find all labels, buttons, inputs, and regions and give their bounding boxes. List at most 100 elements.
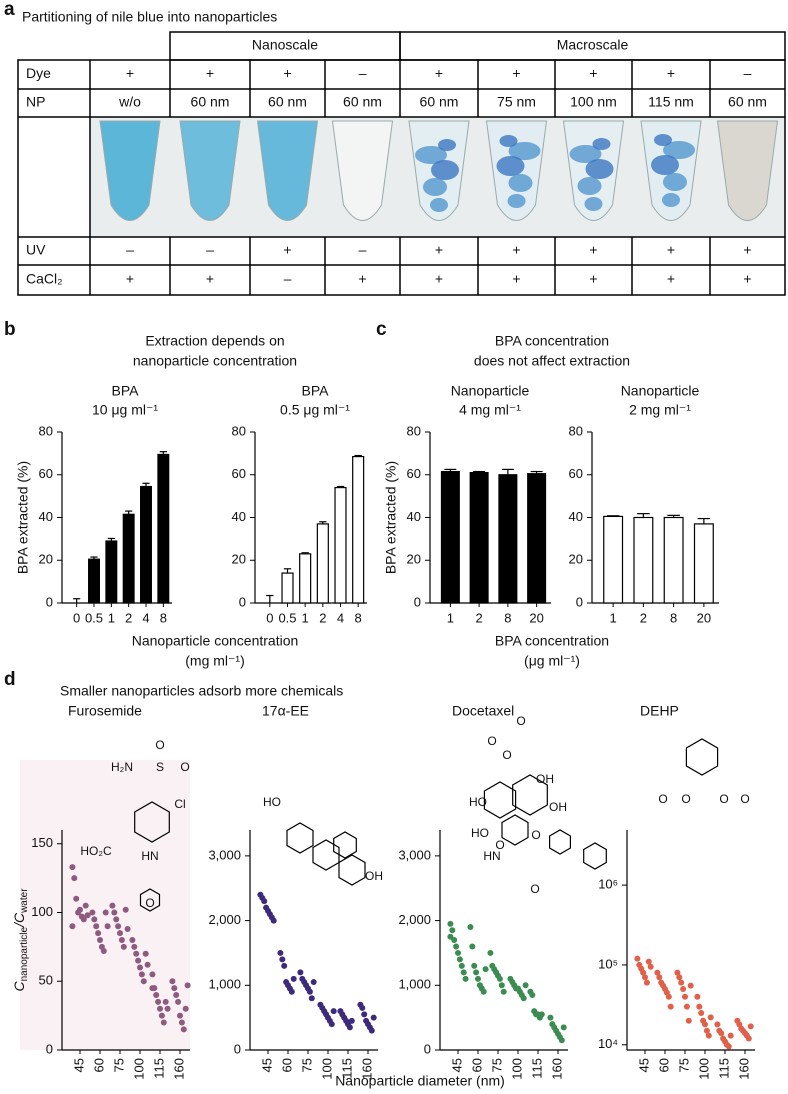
data-point	[173, 992, 180, 998]
data-point	[135, 957, 142, 964]
x-tick-label: 2	[319, 610, 326, 625]
data-point	[685, 1017, 692, 1024]
data-point	[678, 979, 685, 986]
x-tick-label: 115	[151, 1058, 166, 1079]
y-tick-label: 1,000	[398, 977, 431, 992]
table-cell: –	[744, 65, 752, 81]
bar	[140, 485, 152, 604]
bar	[88, 558, 100, 604]
data-point	[687, 982, 694, 989]
data-point	[330, 1008, 337, 1015]
table-cell: 60 nm	[268, 94, 307, 110]
dye-aggregate	[430, 198, 448, 212]
x-tick-label: 60	[279, 1058, 294, 1072]
x-tick-label: 8	[160, 610, 167, 625]
chart-subtitle: BPA	[302, 383, 330, 399]
data-point	[115, 923, 122, 930]
panel-title: BPA concentration	[495, 333, 609, 349]
x-tick-label: 20	[697, 610, 711, 625]
data-point	[100, 948, 107, 954]
y-tick-label: 60	[232, 466, 246, 481]
structure-atom: O	[658, 792, 667, 806]
panel-letter: b	[4, 319, 16, 340]
dye-aggregate	[654, 134, 672, 146]
tube	[256, 120, 319, 221]
data-point	[149, 985, 156, 992]
table-cell: +	[667, 65, 675, 81]
data-point	[694, 993, 701, 1000]
x-tick-label: 115	[339, 1058, 354, 1079]
table-cell: +	[435, 242, 443, 258]
data-point	[142, 950, 149, 957]
table-cell: +	[126, 65, 134, 81]
data-point	[475, 975, 481, 982]
y-axis-label: Cnanoparticle/Cwater	[11, 888, 30, 992]
row-label: CaCl₂	[26, 271, 63, 287]
structure-ring	[333, 831, 357, 859]
structure-atom: O	[495, 838, 504, 852]
data-point	[747, 1023, 754, 1030]
table-cell: +	[283, 242, 291, 258]
y-tick-label: 60	[569, 466, 583, 481]
data-point	[498, 982, 505, 989]
data-point	[155, 998, 162, 1005]
table-cell: +	[206, 65, 214, 81]
data-point	[467, 924, 474, 931]
y-label-part: water	[19, 888, 30, 914]
x-tick-label: 2	[476, 610, 483, 625]
data-point	[160, 1019, 167, 1026]
x-tick-label: 115	[716, 1058, 731, 1079]
structure-ring	[286, 822, 314, 854]
chart-subtitle: 2 mg ml⁻¹	[629, 402, 691, 418]
bar	[122, 513, 135, 604]
x-tick-label: 75	[111, 1058, 126, 1072]
dye-aggregate	[584, 197, 603, 211]
data-point	[149, 971, 156, 978]
data-point	[162, 998, 169, 1005]
data-point	[69, 923, 76, 930]
data-point	[73, 895, 80, 902]
data-point	[91, 916, 98, 923]
x-tick-label: 60	[91, 1058, 106, 1072]
panel-title: Smaller nanoparticles adsorb more chemic…	[60, 683, 343, 699]
data-point	[520, 995, 527, 1002]
y-tick-label: 2,000	[208, 912, 241, 927]
data-point	[370, 1014, 377, 1021]
y-tick-label: 10⁶	[598, 877, 618, 892]
structure-atom: O	[740, 792, 749, 806]
structure-ring	[134, 801, 170, 843]
data-point	[82, 902, 89, 909]
data-point	[447, 933, 454, 940]
data-point	[95, 930, 102, 937]
data-point	[164, 1005, 171, 1012]
tube	[99, 120, 161, 221]
dye-aggregate	[507, 194, 526, 208]
structure-atom: OH	[365, 869, 383, 883]
data-point	[456, 956, 463, 963]
structure-ring	[583, 842, 607, 870]
data-point	[696, 1003, 703, 1010]
y-label-part: C	[11, 981, 27, 992]
table-cell: –	[359, 65, 367, 81]
x-tick-label: 160	[736, 1058, 751, 1080]
data-point	[177, 1012, 183, 1019]
dye-aggregate	[431, 160, 459, 180]
data-point	[482, 966, 489, 973]
data-point	[71, 875, 78, 882]
data-point	[560, 1024, 567, 1031]
bar	[157, 453, 170, 604]
bar	[633, 516, 654, 604]
data-point	[745, 1035, 752, 1042]
x-tick-label: 2	[640, 610, 647, 625]
x-tick-label: 0.5	[85, 610, 103, 625]
structure-atom: OH	[536, 772, 554, 786]
data-point	[261, 898, 268, 905]
table-cell: +	[589, 242, 597, 258]
y-tick-label: 20	[39, 552, 53, 567]
x-tick-label: 100	[696, 1058, 711, 1080]
x-tick-label: 1	[108, 610, 115, 625]
table-frame	[17, 59, 786, 296]
table-cell: –	[359, 242, 367, 258]
structure-atom: O	[516, 714, 525, 728]
